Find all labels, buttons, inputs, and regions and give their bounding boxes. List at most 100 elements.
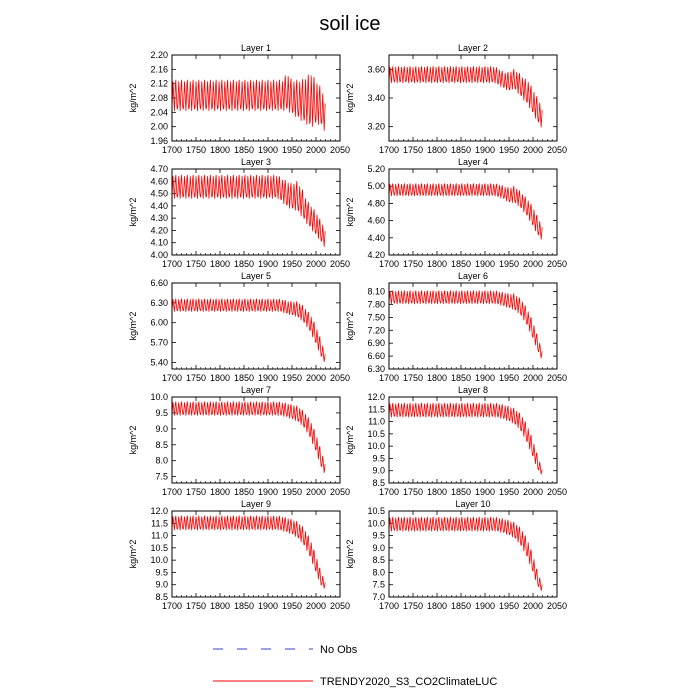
- x-tick-label: 1700: [379, 601, 399, 611]
- x-tick-label: 2000: [523, 259, 543, 269]
- y-tick-label: 4.20: [150, 225, 168, 235]
- panel-layer-4: Layer 4 kg/m^2 1700 1750 1800 1850 1900 1950 200…: [345, 157, 567, 269]
- x-tick-label: 2000: [523, 601, 543, 611]
- x-tick-label: 1950: [282, 601, 302, 611]
- x-tick-label: 2000: [523, 145, 543, 155]
- panel-layer-10: Layer 10 kg/m^2 1700 1750 1800 1850 1900 1950 20…: [345, 499, 567, 611]
- y-tick-label: 6.60: [367, 351, 385, 361]
- series-line: [171, 74, 326, 131]
- x-tick-label: 1700: [379, 259, 399, 269]
- series-line: [171, 515, 326, 589]
- x-tick-label: 1850: [234, 259, 254, 269]
- y-tick-label: 8.5: [155, 440, 168, 450]
- x-tick-label: 2000: [306, 259, 326, 269]
- x-tick-label: 2050: [547, 259, 567, 269]
- y-tick-label: 7.5: [372, 580, 385, 590]
- x-tick-label: 1750: [403, 145, 423, 155]
- y-tick-label: 5.00: [367, 181, 385, 191]
- panel-title: Layer 10: [455, 499, 490, 509]
- x-tick-label: 2050: [547, 601, 567, 611]
- series-line: [388, 66, 543, 128]
- x-tick-label: 2050: [547, 487, 567, 497]
- x-tick-label: 1950: [282, 373, 302, 383]
- y-tick-label: 4.20: [367, 250, 385, 260]
- x-tick-label: 1700: [379, 487, 399, 497]
- y-tick-label: 6.30: [367, 364, 385, 374]
- x-tick-label: 1950: [499, 601, 519, 611]
- x-tick-label: 1900: [475, 601, 495, 611]
- y-tick-label: 9.5: [155, 408, 168, 418]
- series-line: [388, 516, 543, 591]
- y-tick-label: 6.30: [150, 298, 168, 308]
- x-tick-label: 2050: [330, 601, 350, 611]
- x-tick-label: 1750: [186, 259, 206, 269]
- x-tick-label: 1950: [499, 259, 519, 269]
- y-tick-label: 4.80: [367, 198, 385, 208]
- y-tick-label: 6.60: [150, 278, 168, 288]
- y-tick-label: 10.0: [367, 441, 385, 451]
- y-tick-label: 10.0: [150, 555, 168, 565]
- panel-title: Layer 1: [241, 43, 271, 53]
- x-tick-label: 1750: [403, 373, 423, 383]
- y-tick-label: 4.40: [150, 201, 168, 211]
- x-tick-label: 1850: [234, 145, 254, 155]
- y-axis-label: kg/m^2: [345, 312, 355, 341]
- y-tick-label: 3.60: [367, 64, 385, 74]
- y-axis-label: kg/m^2: [128, 84, 138, 113]
- panel-layer-8: Layer 8 kg/m^2 1700 1750 1800 1850 1900 1950 200…: [345, 385, 567, 497]
- x-tick-label: 1800: [210, 601, 230, 611]
- y-tick-label: 10.5: [367, 506, 385, 516]
- x-tick-label: 1950: [499, 145, 519, 155]
- panel-title: Layer 3: [241, 157, 271, 167]
- y-tick-label: 2.04: [150, 107, 168, 117]
- x-tick-label: 1950: [282, 259, 302, 269]
- x-tick-label: 1750: [403, 487, 423, 497]
- y-tick-label: 11.0: [151, 531, 168, 541]
- panel-title: Layer 8: [458, 385, 488, 395]
- x-tick-label: 1700: [162, 259, 182, 269]
- x-tick-label: 1850: [451, 601, 471, 611]
- x-tick-label: 1800: [210, 145, 230, 155]
- legend-item: TRENDY2020_S3_CO2ClimateLUC: [213, 676, 497, 688]
- x-tick-label: 2000: [306, 373, 326, 383]
- plot-frame: [171, 510, 341, 598]
- panel-layer-7: Layer 7 kg/m^2 1700 1750 1800 1850 1900 1950 200…: [128, 385, 350, 497]
- y-tick-label: 4.50: [150, 189, 168, 199]
- y-tick-label: 5.20: [367, 164, 385, 174]
- panel-title: Layer 5: [241, 271, 271, 281]
- y-axis-label: kg/m^2: [128, 312, 138, 341]
- panel-title: Layer 4: [458, 157, 488, 167]
- y-tick-label: 9.0: [372, 543, 385, 553]
- x-tick-label: 1800: [210, 487, 230, 497]
- plot-frame: [388, 396, 558, 484]
- panel-layer-3: Layer 3 kg/m^2 1700 1750 1800 1850 1900 1950 200…: [128, 157, 350, 269]
- y-tick-label: 5.40: [150, 357, 168, 367]
- plot-frame: [388, 168, 558, 256]
- panel-title: Layer 2: [458, 43, 488, 53]
- y-tick-label: 4.30: [150, 213, 168, 223]
- y-tick-label: 2.00: [150, 122, 168, 132]
- x-tick-label: 1800: [210, 259, 230, 269]
- panel-layer-1: Layer 1 kg/m^2 1700 1750 1800 1850 1900 1950 200…: [128, 43, 350, 155]
- y-tick-label: 4.00: [150, 250, 168, 260]
- y-tick-label: 9.0: [155, 424, 168, 434]
- y-tick-label: 6.00: [150, 318, 168, 328]
- y-axis-label: kg/m^2: [128, 198, 138, 227]
- x-tick-label: 2050: [330, 373, 350, 383]
- x-tick-label: 1750: [186, 373, 206, 383]
- x-tick-label: 1850: [451, 373, 471, 383]
- y-tick-label: 8.0: [372, 567, 385, 577]
- x-tick-label: 1900: [258, 373, 278, 383]
- x-tick-label: 1850: [451, 259, 471, 269]
- series-line: [388, 402, 543, 475]
- x-tick-label: 1700: [162, 487, 182, 497]
- x-tick-label: 1850: [451, 145, 471, 155]
- y-tick-label: 7.0: [372, 592, 385, 602]
- x-tick-label: 2050: [547, 145, 567, 155]
- x-tick-label: 1800: [427, 487, 447, 497]
- y-tick-label: 5.70: [150, 338, 168, 348]
- series-line: [171, 401, 326, 473]
- plot-frame: [388, 282, 558, 370]
- y-tick-label: 11.0: [368, 417, 385, 427]
- figure-title: soil ice: [319, 13, 380, 35]
